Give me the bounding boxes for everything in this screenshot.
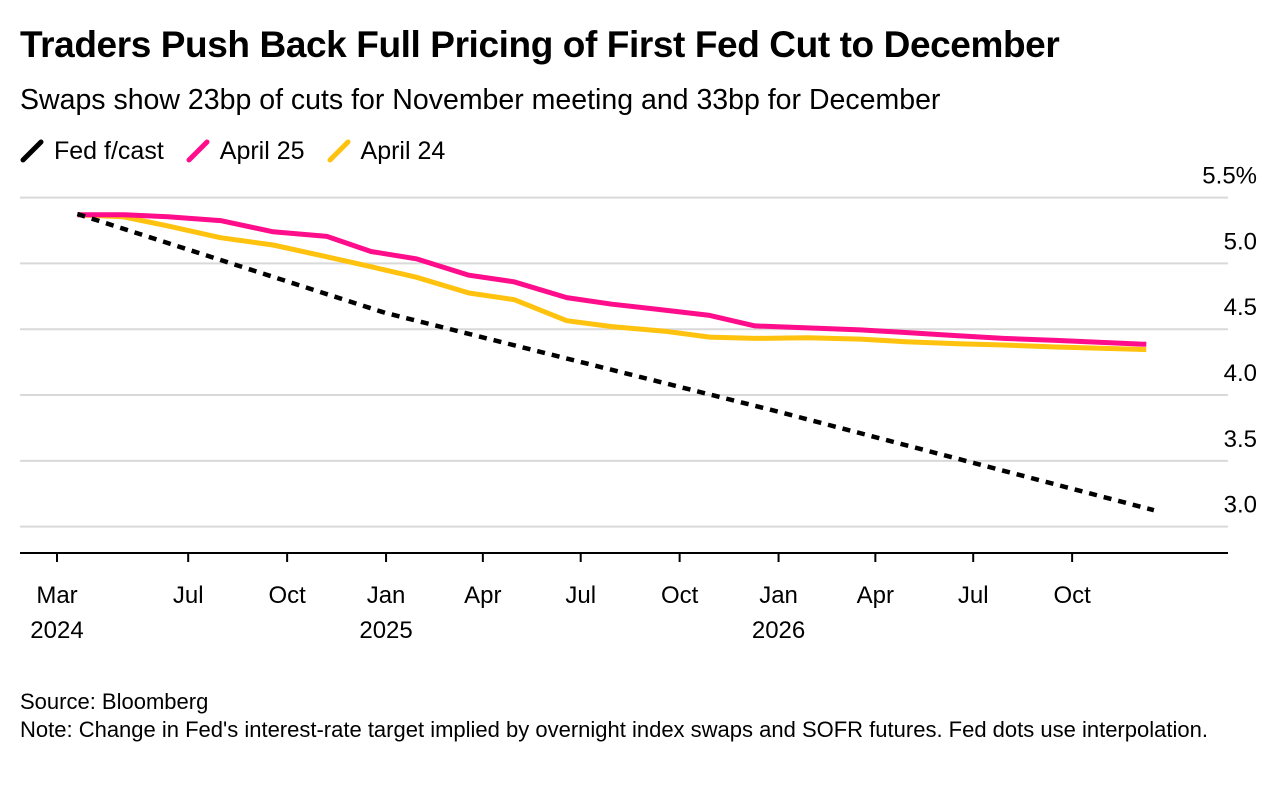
legend-label-april-25: April 25 bbox=[219, 136, 305, 165]
legend-label-april-24: April 24 bbox=[360, 136, 446, 165]
x-tick-label: Mar bbox=[36, 582, 77, 609]
legend-item-fed-forecast: Fed f/cast bbox=[20, 137, 164, 166]
chart-footer: Source: Bloomberg Note: Change in Fed's … bbox=[20, 688, 1250, 744]
series-line-april-24 bbox=[77, 212, 1147, 353]
legend-item-april-25: April 25 bbox=[186, 137, 305, 166]
x-tick-label: Jul bbox=[173, 582, 204, 609]
y-tick-label: 4.0 bbox=[1224, 360, 1257, 387]
x-tick-label: Oct bbox=[661, 582, 699, 609]
x-tick-label: Jan bbox=[759, 582, 798, 609]
x-tick-label: Jul bbox=[958, 582, 989, 609]
x-tick-label: Oct bbox=[1053, 582, 1091, 609]
x-tick-year-label: 2026 bbox=[752, 617, 805, 644]
legend-swatch-fed-forecast bbox=[20, 139, 44, 163]
y-tick-label: 3.5 bbox=[1224, 426, 1257, 453]
x-tick-label: Jul bbox=[565, 582, 596, 609]
legend-label-fed-forecast: Fed f/cast bbox=[54, 136, 164, 165]
y-tick-label: 5.0 bbox=[1224, 228, 1257, 255]
y-tick-label: 4.5 bbox=[1224, 294, 1257, 321]
x-tick-label: Jan bbox=[367, 582, 406, 609]
legend-swatch-april-24 bbox=[327, 139, 351, 163]
y-tick-label: 5.5% bbox=[1202, 163, 1257, 190]
legend: Fed f/cast April 25 April 24 bbox=[20, 134, 467, 168]
legend-swatch-april-25 bbox=[186, 139, 210, 163]
line-chart: 5.5% 5.0 4.5 4.0 3.5 3.0 Mar 2024 Jul Oct Jan 2025 A… bbox=[20, 163, 1257, 644]
series-line-april-25 bbox=[77, 212, 1147, 347]
legend-item-april-24: April 24 bbox=[327, 136, 446, 166]
x-tick-label: Apr bbox=[464, 582, 501, 609]
source-note: Source: Bloomberg bbox=[20, 689, 209, 714]
x-tick-year-label: 2024 bbox=[30, 617, 83, 644]
y-tick-label: 3.0 bbox=[1224, 492, 1257, 519]
footnote: Note: Change in Fed's interest-rate targ… bbox=[20, 717, 1208, 742]
chart-subtitle: Swaps show 23bp of cuts for November mee… bbox=[20, 84, 941, 116]
chart-title: Traders Push Back Full Pricing of First … bbox=[20, 24, 1060, 65]
series-line-fed-f-cast bbox=[76, 211, 1155, 513]
x-tick-year-label: 2025 bbox=[359, 617, 412, 644]
x-tick-label: Oct bbox=[268, 582, 306, 609]
x-tick-label: Apr bbox=[857, 582, 894, 609]
